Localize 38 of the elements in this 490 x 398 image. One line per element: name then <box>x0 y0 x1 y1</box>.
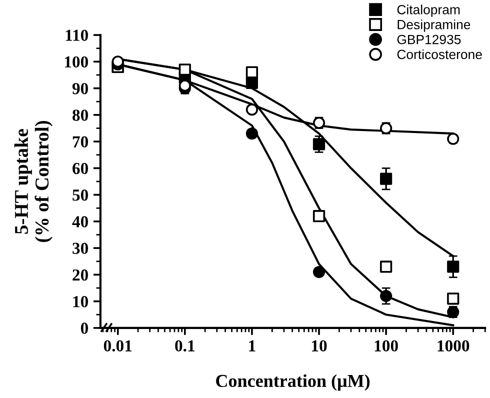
point <box>246 104 258 116</box>
x-tick-label: 1 <box>249 340 256 352</box>
point <box>246 128 258 140</box>
x-tick-label: 10 <box>312 340 327 352</box>
y-tick-label: 50 <box>72 190 88 201</box>
point <box>447 260 460 273</box>
legend-label: Corticosterone <box>397 49 482 60</box>
point <box>380 172 392 185</box>
x-tick-label: 1000 <box>438 340 470 352</box>
point <box>380 290 392 302</box>
y-tick-label: 90 <box>72 82 88 94</box>
x-tick-label: 0.1 <box>175 340 194 352</box>
x-tick-label: 0.01 <box>104 340 132 352</box>
y-tick-label: 40 <box>72 216 88 228</box>
point <box>380 260 392 273</box>
legend-label: Desipramine <box>398 20 470 32</box>
point <box>312 138 326 150</box>
point <box>246 66 258 78</box>
y-tick-label: 60 <box>72 162 88 174</box>
y-tick-label: 110 <box>66 30 88 41</box>
point <box>312 266 326 278</box>
y-tick-label: 20 <box>72 269 88 281</box>
point <box>447 132 460 145</box>
point <box>246 76 258 90</box>
point <box>178 64 191 76</box>
y-tick-label: 70 <box>72 136 88 148</box>
legend-label: GBP12935 <box>397 34 461 44</box>
y-tick-label: 100 <box>64 56 88 68</box>
x-axis-title: Concentration (μM) <box>216 374 370 391</box>
y-tick-label: 0 <box>80 322 88 334</box>
point <box>312 210 326 222</box>
legend-label: Citalopram <box>397 4 460 17</box>
point <box>447 292 460 305</box>
y-tick-label: 30 <box>72 242 88 254</box>
y-axis-title: 5-HT uptake (% of Control) <box>14 120 53 242</box>
y-tick-label: 10 <box>73 296 88 308</box>
x-tick-label: 100 <box>374 340 398 352</box>
y-tick-label: 80 <box>72 110 88 121</box>
